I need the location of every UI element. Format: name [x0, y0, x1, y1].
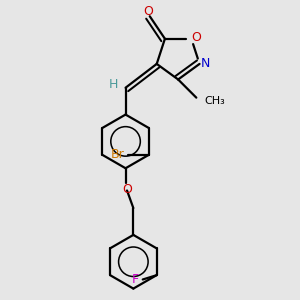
Text: O: O [192, 31, 202, 44]
Text: Br: Br [111, 148, 124, 161]
Text: O: O [143, 4, 153, 17]
Text: N: N [201, 57, 210, 70]
Text: O: O [122, 182, 132, 196]
Text: H: H [108, 78, 118, 91]
Text: CH₃: CH₃ [204, 96, 225, 106]
Text: F: F [132, 273, 139, 286]
